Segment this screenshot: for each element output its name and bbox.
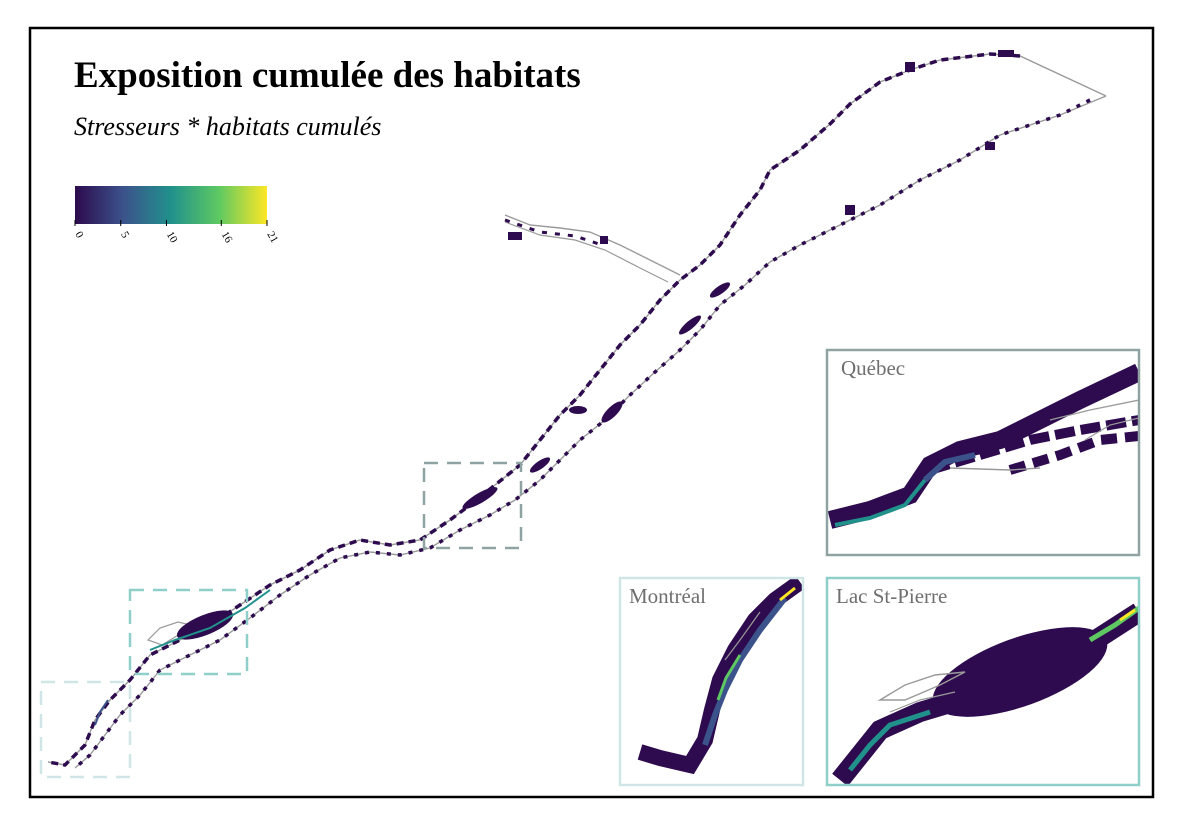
legend-tick-label: 21 [264, 230, 280, 246]
inset-quebec [825, 348, 1141, 557]
map-title: Exposition cumulée des habitats [74, 55, 581, 96]
inset-montreal-frame [618, 576, 805, 787]
inset-lac-st-pierre-frame [825, 576, 1141, 787]
lac-st-pierre-extent-box [128, 588, 249, 676]
inset-label-lac-st-pierre: Lac St-Pierre [836, 584, 948, 608]
inset-label-montreal: Montréal [629, 584, 706, 608]
inset-lac-st-pierre [825, 576, 1141, 787]
map-subtitle: Stresseurs * habitats cumulés [74, 112, 382, 141]
legend-colorbar [75, 186, 267, 224]
quebec-extent-box [422, 461, 523, 550]
inset-label-quebec: Québec [841, 356, 906, 380]
inset-quebec-frame [825, 348, 1141, 557]
river-main [47, 50, 1107, 770]
legend-tick-label: 16 [219, 230, 235, 246]
legend: 0 5 10 16 21 [72, 186, 280, 245]
inset-montreal [618, 576, 805, 787]
legend-tick-label: 5 [118, 230, 131, 241]
map-border [28, 26, 1155, 799]
legend-tick-label: 0 [72, 230, 85, 241]
legend-tick-label: 10 [164, 230, 180, 246]
